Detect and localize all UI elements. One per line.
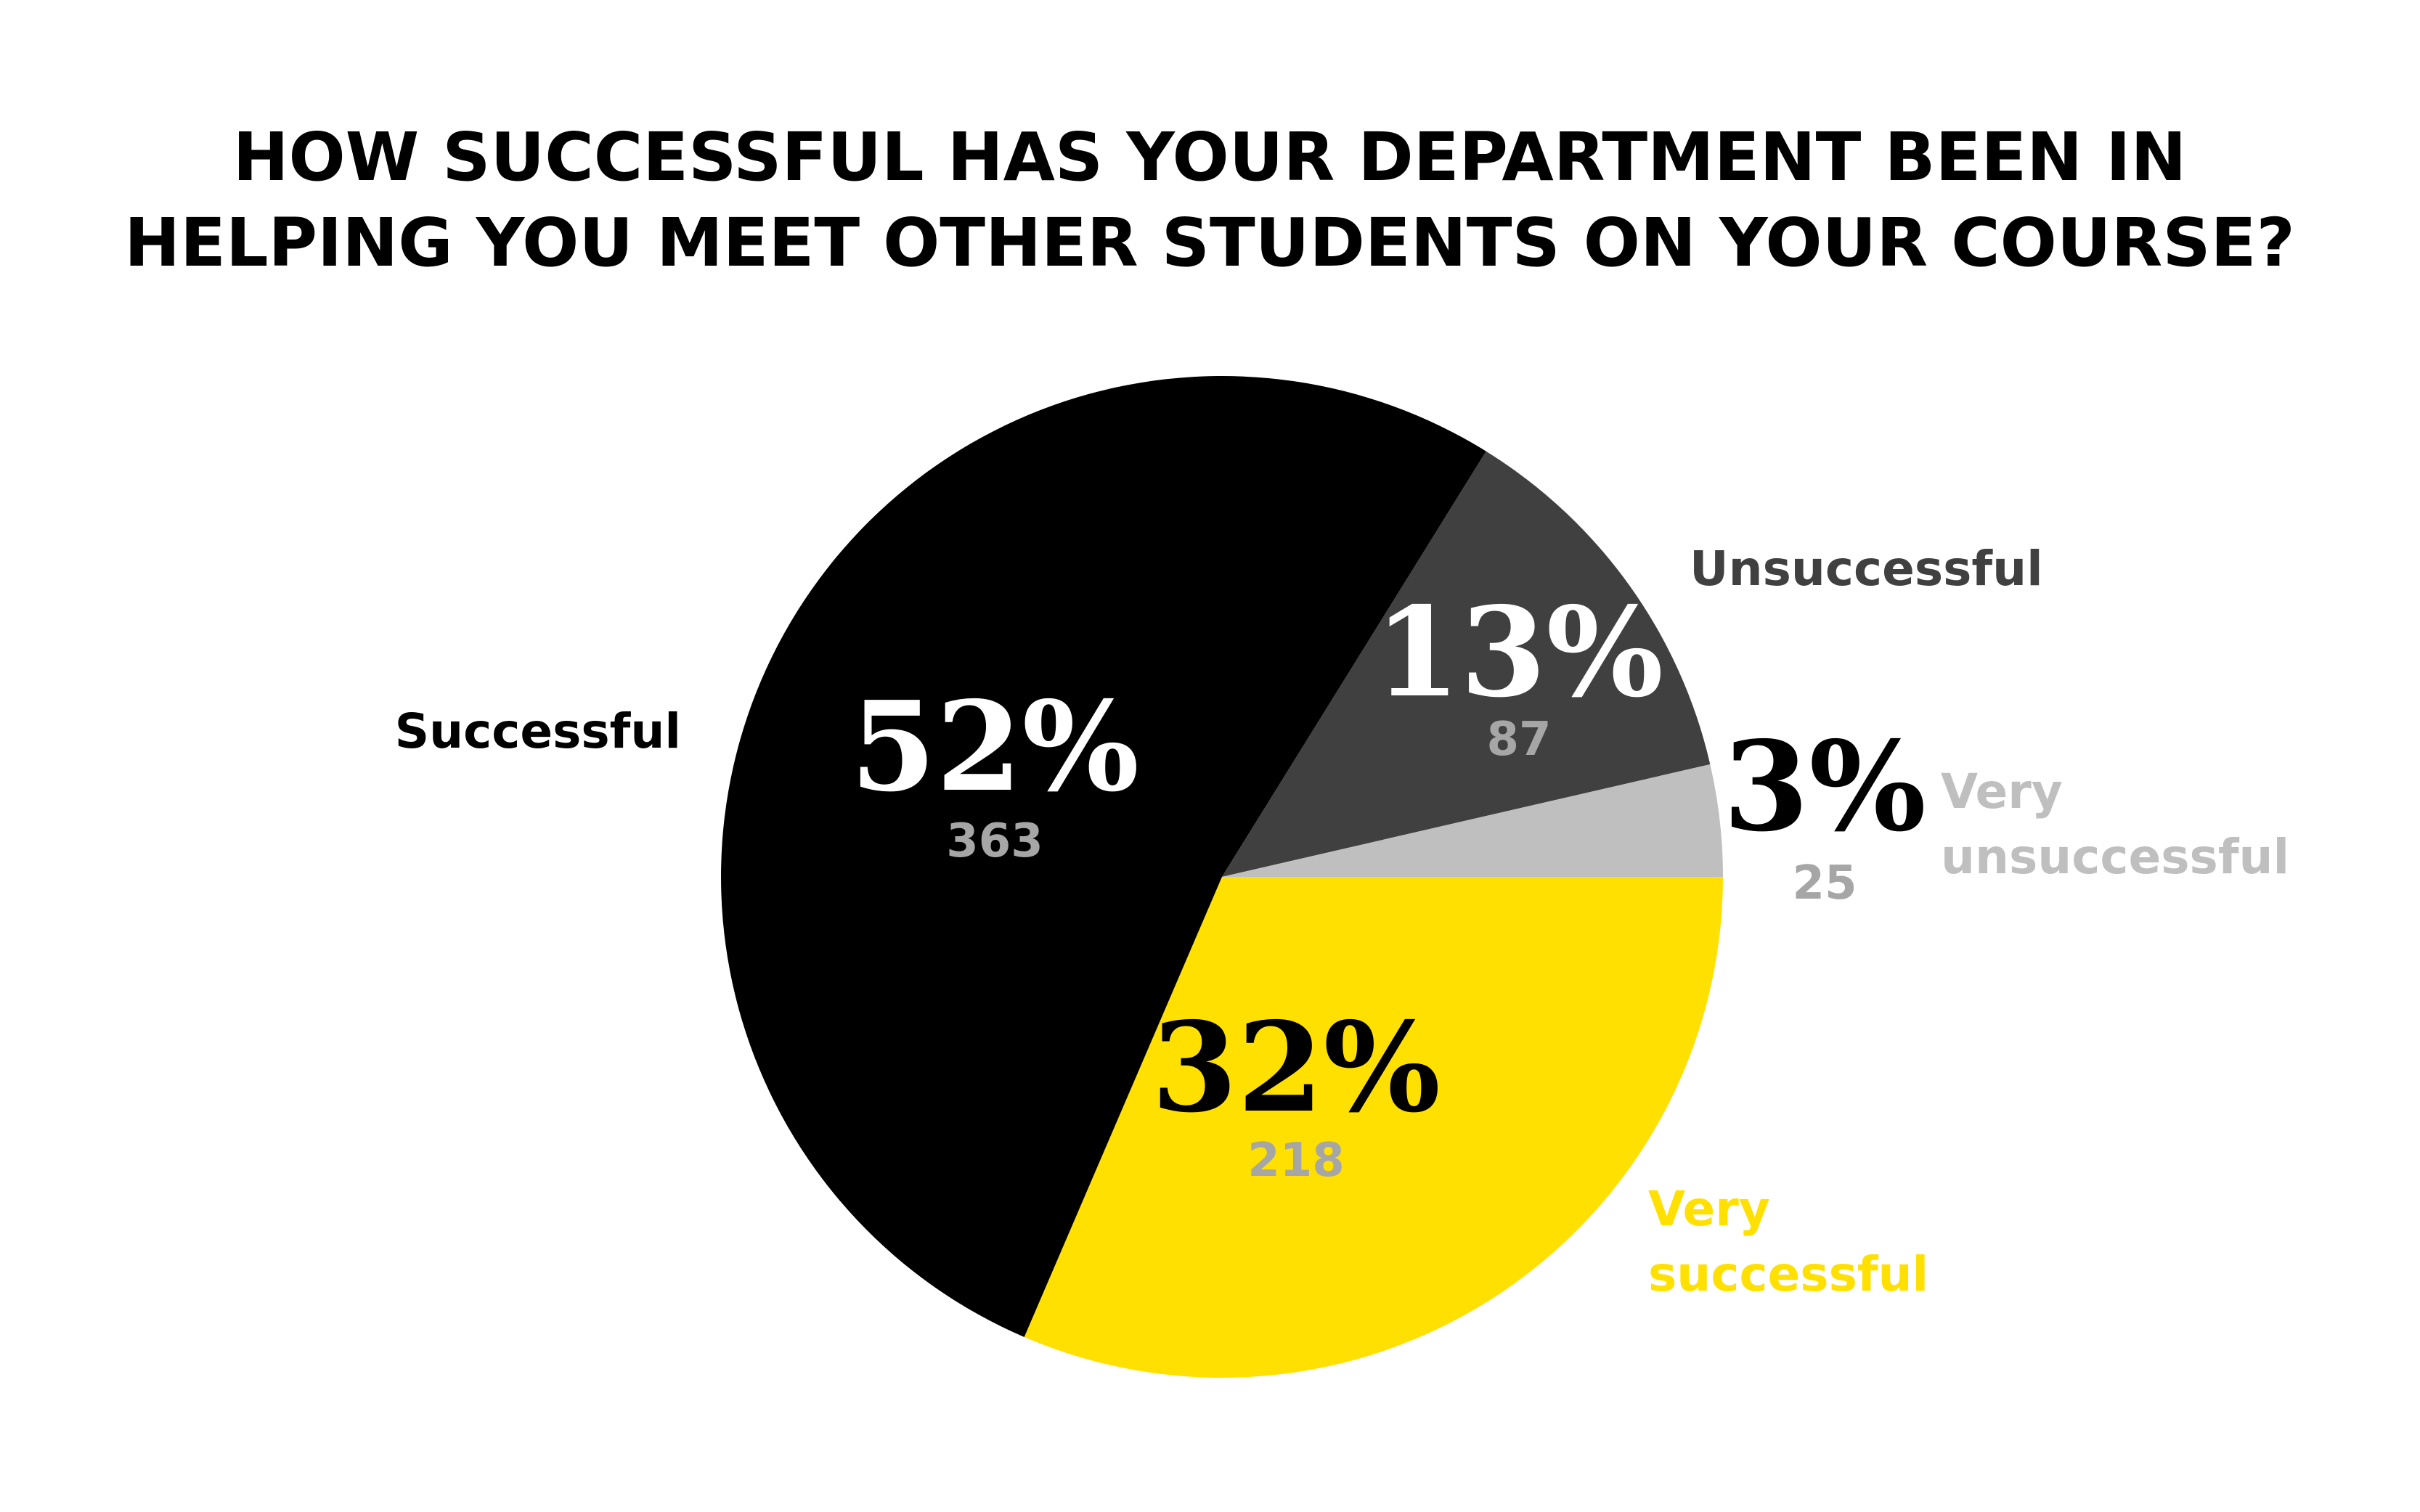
- category-label-very-successful: successful: [1648, 1246, 1928, 1302]
- category-label-unsuccessful: Unsuccessful: [1690, 541, 2043, 597]
- percent-label-successful: 52%: [850, 674, 1139, 820]
- pie-slice-very-unsuccessful: [1222, 764, 1723, 877]
- chart-title-line: HELPING YOU MEET OTHER STUDENTS ON YOUR …: [124, 204, 2295, 282]
- category-label-successful: Successful: [395, 703, 681, 759]
- category-label-very-unsuccessful: unsuccessful: [1941, 829, 2289, 885]
- pie-slice-unsuccessful: [1222, 451, 1711, 877]
- chart-title: HOW SUCCESSFUL HAS YOUR DEPARTMENT BEEN …: [124, 118, 2295, 282]
- pie-slice-very-successful: [1024, 877, 1723, 1378]
- pie-slices: [721, 376, 1723, 1378]
- category-label-very-unsuccessful: Very: [1941, 764, 2063, 820]
- category-label-very-successful: Very: [1648, 1181, 1770, 1237]
- percent-label-very-successful: 32%: [1152, 995, 1441, 1140]
- percent-label-unsuccessful: 13%: [1374, 580, 1663, 725]
- pie-labels: 32%218 Very successful 52%363 Successful 13%8…: [395, 541, 2290, 1302]
- count-label-very-successful: 218: [1247, 1134, 1345, 1188]
- pie-slice-successful: [721, 376, 1486, 1337]
- chart-title-line: HOW SUCCESSFUL HAS YOUR DEPARTMENT BEEN …: [233, 118, 2187, 196]
- count-label-successful: 363: [946, 814, 1043, 868]
- percent-label-very-unsuccessful: 3%: [1723, 714, 1926, 859]
- count-label-very-unsuccessful: 25: [1792, 857, 1857, 910]
- count-label-unsuccessful: 87: [1486, 713, 1551, 767]
